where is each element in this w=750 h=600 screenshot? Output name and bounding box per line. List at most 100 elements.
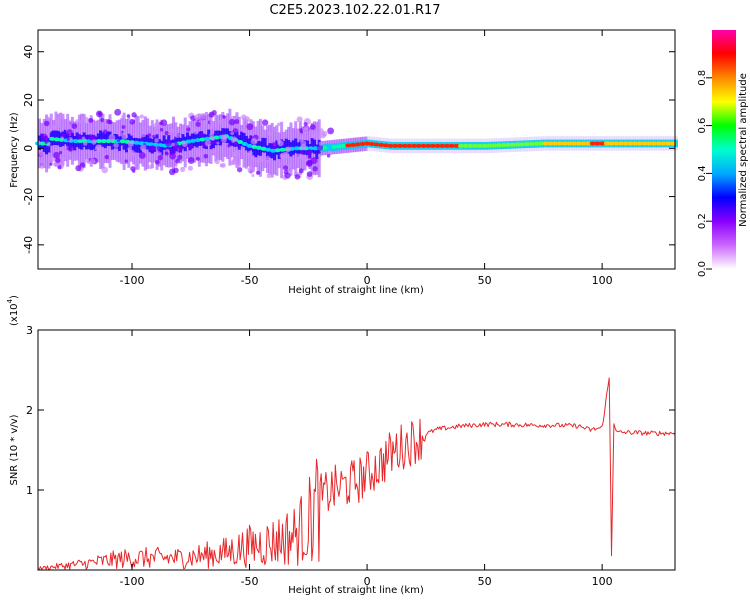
heat-speck xyxy=(71,155,77,161)
heat-speck xyxy=(170,148,177,155)
heat-speck xyxy=(230,131,235,136)
heat-peak xyxy=(260,146,267,151)
heat-peak xyxy=(237,140,244,145)
snr-y-scale-label: (x104) xyxy=(6,295,20,326)
heat-speck xyxy=(258,156,265,162)
heat-speck xyxy=(66,129,73,136)
spectrogram-x-tick-label: 0 xyxy=(364,274,371,287)
heat-cell xyxy=(261,137,265,153)
heat-peak xyxy=(664,141,671,146)
heat-cell xyxy=(249,135,253,151)
heat-speck xyxy=(50,124,57,131)
heat-peak xyxy=(368,141,375,146)
heat-speck xyxy=(306,149,313,155)
heat-speck xyxy=(101,166,109,174)
heat-speck xyxy=(138,151,146,159)
heat-peak xyxy=(39,141,46,146)
heat-peak xyxy=(636,141,643,146)
heat-speck xyxy=(130,166,136,172)
heat-peak xyxy=(96,139,103,144)
heat-speck xyxy=(284,172,291,179)
heat-peak xyxy=(566,141,573,146)
snr-x-tick-label: -100 xyxy=(120,575,145,588)
heat-peak xyxy=(523,142,530,147)
heat-peak xyxy=(100,139,107,144)
heat-speck xyxy=(251,173,255,178)
heat-speck xyxy=(181,141,188,148)
heat-cell xyxy=(40,133,44,149)
heat-speck xyxy=(160,119,168,127)
snr-y-axis-label: SNR (10 * v/v) xyxy=(9,414,20,485)
heat-speck xyxy=(321,130,328,137)
heat-speck xyxy=(187,157,195,164)
heat-peak xyxy=(270,148,277,153)
heat-speck xyxy=(209,120,214,125)
heat-peak xyxy=(420,143,427,148)
heat-speck xyxy=(216,141,220,145)
heat-cell xyxy=(73,135,77,151)
heat-cell xyxy=(675,139,678,148)
heat-peak xyxy=(274,148,281,153)
heat-speck xyxy=(60,136,64,141)
heat-peak xyxy=(481,143,488,148)
heat-speck xyxy=(38,151,45,157)
heat-peak xyxy=(133,140,140,145)
heat-peak xyxy=(354,142,361,147)
heat-peak xyxy=(387,143,394,148)
heat-peak xyxy=(627,141,634,146)
heat-speck xyxy=(243,129,248,134)
heat-cell xyxy=(134,137,138,153)
snr-x-tick-label: -50 xyxy=(241,575,259,588)
heat-peak xyxy=(589,141,596,146)
heat-speck xyxy=(233,141,239,146)
heat-peak xyxy=(556,141,563,146)
heat-speck xyxy=(247,166,255,174)
heat-speck xyxy=(39,163,45,169)
heat-speck xyxy=(299,150,305,155)
heat-speck xyxy=(147,133,152,138)
heat-peak xyxy=(415,143,422,148)
heat-peak xyxy=(641,141,648,146)
heat-peak xyxy=(190,138,197,143)
heat-speck xyxy=(100,118,105,123)
heat-peak xyxy=(547,141,554,146)
heat-speck xyxy=(266,155,270,160)
heat-peak xyxy=(439,143,446,148)
heat-peak xyxy=(429,143,436,148)
heat-peak xyxy=(401,143,408,148)
heat-speck xyxy=(306,159,313,166)
heat-cell xyxy=(254,142,258,158)
snr-x-tick-label: 0 xyxy=(364,575,371,588)
heat-peak xyxy=(204,136,211,141)
heat-peak xyxy=(194,138,201,143)
heat-speck xyxy=(287,164,292,169)
spectrogram-heat-layer xyxy=(35,108,678,181)
heat-speck xyxy=(227,144,231,148)
heat-speck xyxy=(131,112,137,118)
heat-speck xyxy=(209,132,215,138)
heat-peak xyxy=(603,141,610,146)
heat-speck xyxy=(164,151,169,156)
heat-speck xyxy=(317,153,322,158)
heat-speck xyxy=(267,131,272,137)
heat-speck xyxy=(168,168,176,176)
heat-speck xyxy=(156,146,162,151)
heat-speck xyxy=(180,166,186,172)
heat-speck xyxy=(302,127,309,134)
heat-peak xyxy=(650,141,657,146)
heat-peak xyxy=(613,141,620,146)
heat-speck xyxy=(66,137,70,141)
heat-speck xyxy=(149,145,156,152)
heat-speck xyxy=(303,122,308,127)
heat-peak xyxy=(552,141,559,146)
heat-speck xyxy=(116,138,121,143)
snr-frame xyxy=(37,329,676,571)
heat-cell xyxy=(310,138,314,153)
heat-peak xyxy=(77,139,84,144)
heat-peak xyxy=(528,141,535,146)
heat-speck xyxy=(316,144,324,151)
heat-speck xyxy=(55,157,61,163)
heat-speck xyxy=(249,135,253,139)
heat-peak xyxy=(213,135,220,140)
